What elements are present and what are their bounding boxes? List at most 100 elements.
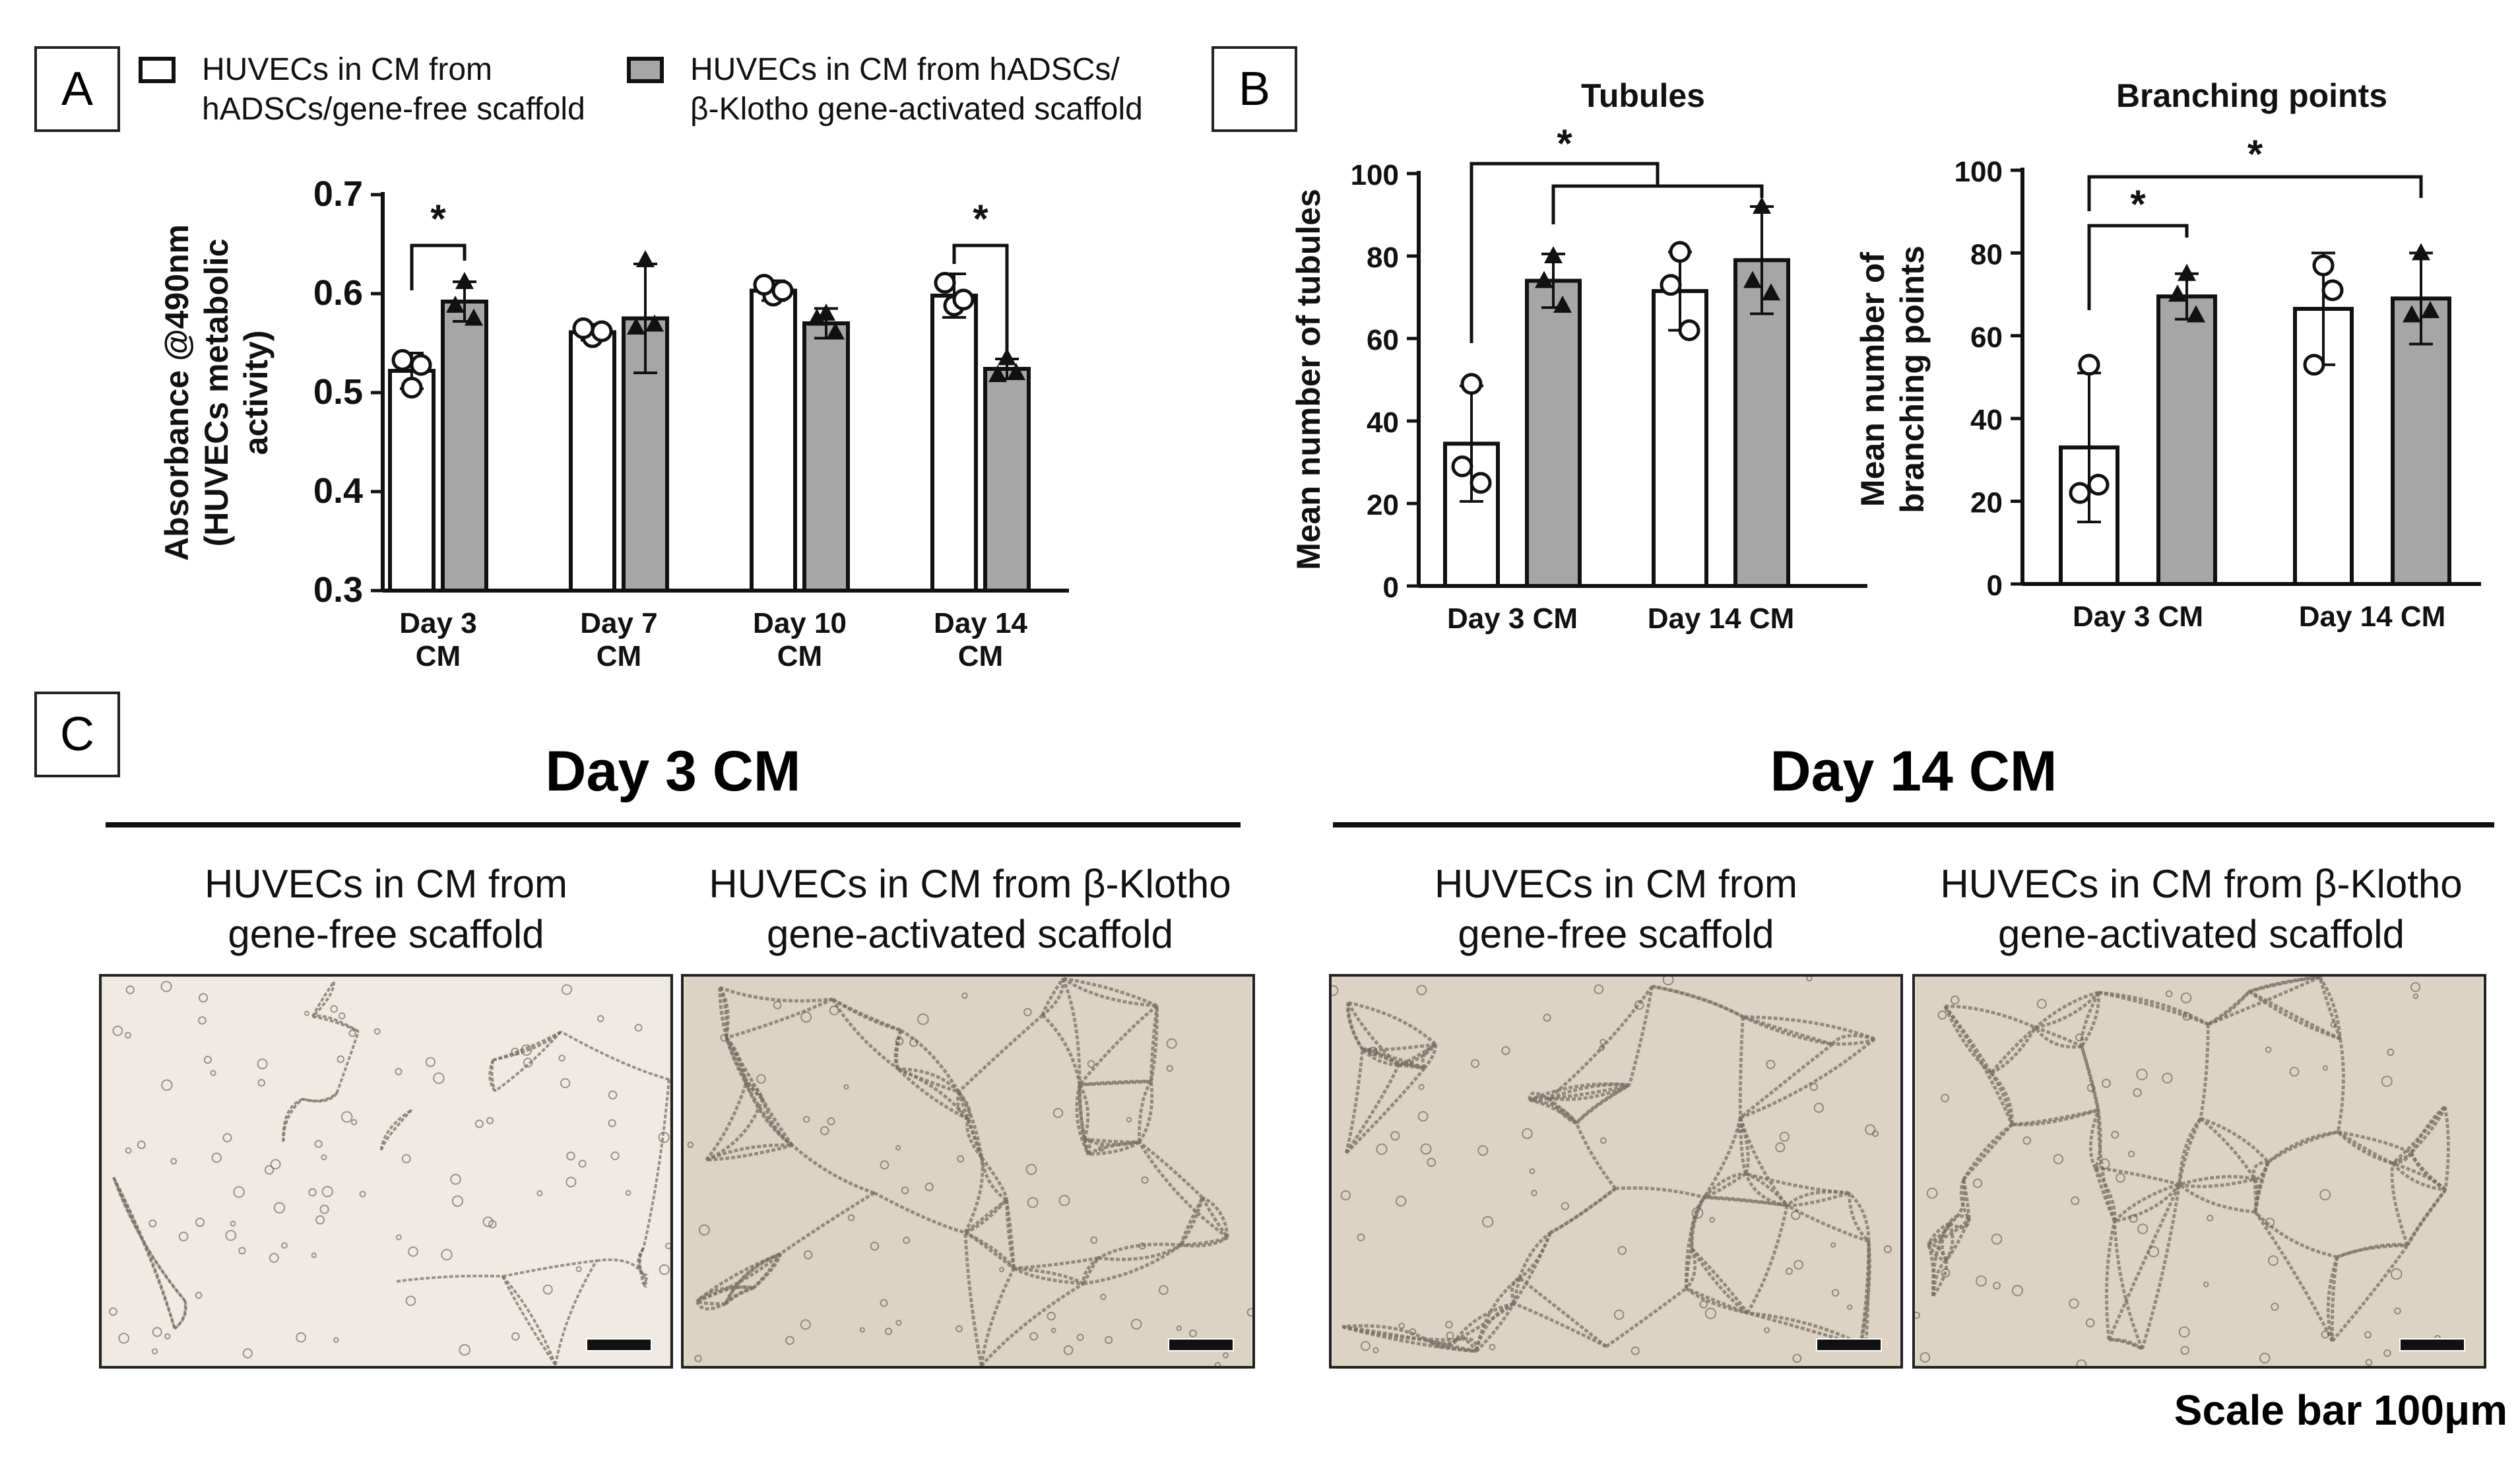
cell-cluster [151,1348,158,1355]
cell-tubule [1847,1192,1870,1243]
cond-day3-free: HUVECs in CM from gene-free scaffold [99,859,673,959]
cell-cluster [1246,1308,1252,1317]
cell-tubule [1518,1231,1551,1279]
scale-note: Scale bar 100μm [2174,1386,2507,1434]
cell-cluster [340,1111,353,1123]
cell-cluster [2111,1130,2119,1139]
cell-tubule [494,1031,562,1093]
cell-cluster [433,1072,445,1084]
cell-cluster [843,1084,849,1090]
cell-cluster [2129,1214,2138,1223]
cell-tubule [2088,1109,2100,1169]
cell-tubule [396,1274,503,1283]
cell-cluster [1489,1344,1496,1351]
data-point [988,365,1007,382]
cell-cluster [511,1047,519,1056]
cell-cluster [565,1177,577,1188]
cell-cluster [1130,1318,1142,1330]
cell-cluster [459,1344,470,1356]
cell-tubule [1574,1122,1617,1190]
cell-tubule [1745,1172,1850,1195]
cell-cluster [2180,1345,2189,1355]
cell-tubule [2113,1221,2144,1350]
cell-cluster [161,1079,173,1091]
cell-tubule [311,981,335,1018]
cell-cluster [1373,1347,1379,1353]
cell-tubule [1041,1014,1082,1085]
cell-tubule [1949,1218,1971,1229]
cell-cluster [999,1266,1005,1272]
cell-tubule [1685,1287,1748,1315]
data-point [1660,274,1682,296]
cell-cluster [1699,1300,1708,1309]
cell-cluster [2319,1189,2331,1201]
cell-cluster [847,1214,855,1221]
cell-tubule [2331,1244,2409,1342]
cell-tubule [2406,1188,2447,1247]
cell-tubule [2254,1210,2338,1259]
cell-tubule [2392,1151,2413,1165]
cell-tubule [1062,977,1158,1008]
day3-title: Day 3 CM [545,740,801,803]
cell-tubule [895,1029,903,1070]
cell-tubule [554,1260,598,1365]
cell-cluster [1029,1332,1039,1341]
cell-cluster [820,1126,829,1136]
cell-cluster [625,1190,631,1196]
cell-cluster [1501,1046,1510,1055]
cell-cluster [264,1165,275,1175]
cell-cluster [486,1117,494,1124]
cell-tubule [726,997,833,1040]
data-point [455,272,474,289]
cell-tubule [312,1015,360,1033]
cell-tubule [1078,1084,1087,1140]
cell-cluster [895,1145,901,1151]
cell-tubule [1078,1084,1090,1140]
cell-cluster [536,1190,543,1196]
cell-cluster [1941,1268,1951,1278]
cell-tubule [1512,1278,1522,1304]
category-label: Day 3 CM [1447,602,1578,635]
cell-cluster [441,1248,453,1261]
data-point [2303,354,2325,376]
data-point [391,349,414,371]
cell-cluster [482,1216,494,1227]
cell-tubule [2094,1109,2102,1169]
cell-tubule [2207,990,2251,1026]
cell-cluster [2180,992,2192,1004]
cell-cluster [1793,1260,1803,1270]
cell-tubule [1014,1266,1085,1285]
data-point [465,308,483,326]
cell-tubule [1346,1002,1364,1051]
cell-cluster [348,1029,356,1037]
cell-cluster [1941,1093,1950,1103]
cell-cluster [1764,1327,1770,1334]
cell-tubule [2080,1046,2100,1111]
cell-cluster [961,992,968,999]
data-point [1553,296,1572,313]
cell-cluster [198,1016,207,1025]
cell-tubule [1738,1016,1745,1118]
cell-cluster [1522,1128,1533,1140]
scale-bar-mark [2399,1338,2465,1351]
cell-tubule [2035,991,2100,1029]
panel-label-c: C [34,692,120,777]
cell-cluster [2085,1318,2095,1328]
cell-tubule [2337,1130,2393,1165]
cell-cluster [2259,1353,2271,1364]
cell-cluster [178,1231,189,1242]
cell-tubule [1786,1204,1869,1243]
cell-cluster [2365,1359,2373,1366]
cell-cluster [829,1005,839,1016]
y-tick-label: 80 [1970,238,2003,271]
cell-cluster [2086,1084,2096,1092]
cell-cluster [125,1147,132,1154]
cell-cluster [1937,1010,1947,1020]
cell-cluster [160,981,172,992]
cell-tubule [2443,1106,2450,1190]
cell-cluster [1709,1217,1715,1223]
cell-cluster [884,1328,893,1336]
cell-cluster [1975,1275,1987,1287]
cell-tubule [1989,1026,2037,1074]
cell-tubule [706,1144,793,1162]
